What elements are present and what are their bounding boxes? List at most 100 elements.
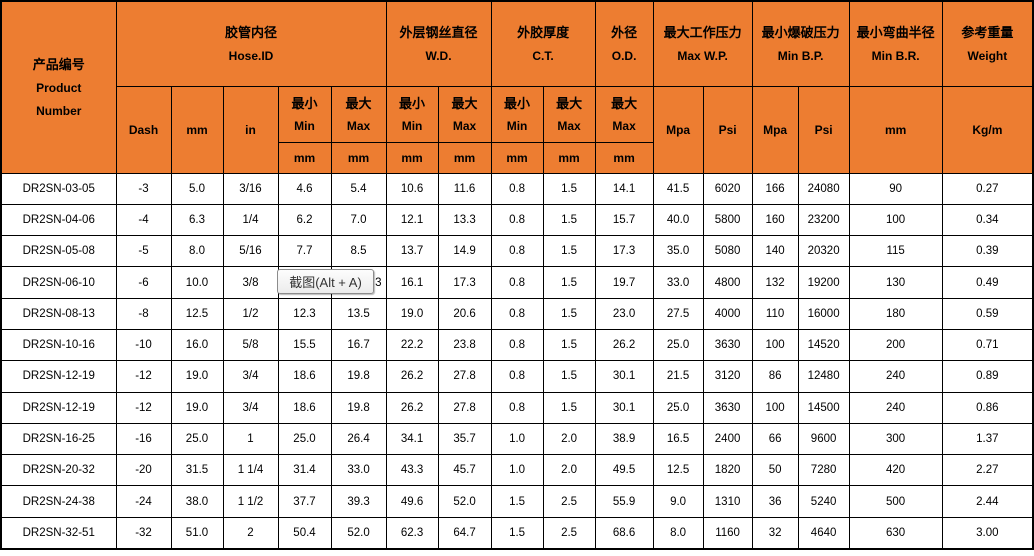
value-cell: 51.0 — [170, 516, 224, 550]
value-cell: 1820 — [702, 454, 753, 487]
hose-id-label-en: Hose.ID — [228, 48, 274, 63]
value-cell: 0.34 — [941, 203, 1034, 237]
value-cell: 10.0 — [170, 266, 224, 299]
value-cell: 25.0 — [652, 391, 704, 424]
value-cell: 200 — [848, 328, 943, 362]
value-cell: 1/2 — [222, 297, 279, 330]
table-row: DR2SN-16-25 -16 25.0 1 25.0 26.4 34.1 35.7 1.0 2.… — [0, 422, 1034, 456]
value-cell: 2.44 — [941, 485, 1034, 518]
value-cell: 41.5 — [652, 172, 704, 205]
value-cell: 38.9 — [594, 422, 654, 456]
value-cell: 18.6 — [277, 360, 332, 393]
max-label-en: Max — [452, 118, 477, 133]
max-label-zh: 最大 — [611, 95, 638, 111]
header-col-od-max: 最大 Max — [594, 85, 654, 143]
weight-label-en: Weight — [967, 48, 1008, 63]
value-cell: 17.3 — [594, 235, 654, 268]
value-cell: 30.1 — [594, 360, 654, 393]
value-cell: 66 — [751, 422, 799, 456]
br-label-zh: 最小弯曲半径 — [856, 24, 935, 40]
value-cell: 1.5 — [542, 203, 596, 237]
value-cell: 7.0 — [330, 203, 387, 237]
header-unit-id-max-mm: mm — [330, 141, 387, 174]
value-cell: 27.8 — [437, 360, 492, 393]
value-cell: 100 — [848, 203, 943, 237]
header-col-wd-min: 最小 Min — [385, 85, 439, 143]
value-cell: 5.4 — [330, 172, 387, 205]
wp-label-en: Max W.P. — [677, 48, 728, 63]
value-cell: 43.3 — [385, 454, 439, 487]
header-unit-ct-min-mm: mm — [490, 141, 544, 174]
value-cell: 1.5 — [490, 516, 544, 550]
value-cell: 100 — [751, 391, 799, 424]
product-number-cell: DR2SN-12-19 — [0, 391, 117, 424]
od-label-en: O.D. — [611, 48, 637, 63]
value-cell: 3630 — [702, 391, 753, 424]
product-number-cell: DR2SN-03-05 — [0, 172, 117, 205]
value-cell: -5 — [115, 235, 172, 268]
table-row: DR2SN-08-13 -8 12.5 1/2 12.3 13.5 19.0 20.6 0.8 1… — [0, 297, 1034, 330]
value-cell: 0.49 — [941, 266, 1034, 299]
value-cell: 27.5 — [652, 297, 704, 330]
value-cell: 4800 — [702, 266, 753, 299]
value-cell: 5/8 — [222, 328, 279, 362]
value-cell: -8 — [115, 297, 172, 330]
value-cell: 14.1 — [594, 172, 654, 205]
value-cell: 180 — [848, 297, 943, 330]
value-cell: 5080 — [702, 235, 753, 268]
header-col-id-mm: mm — [170, 85, 224, 174]
value-cell: 1/4 — [222, 203, 279, 237]
value-cell: 0.8 — [490, 266, 544, 299]
value-cell: 500 — [848, 485, 943, 518]
value-cell: 8.0 — [652, 516, 704, 550]
value-cell: 23.8 — [437, 328, 492, 362]
header-col-wp-mpa: Mpa — [652, 85, 704, 174]
header-col-wp-psi: Psi — [702, 85, 753, 174]
value-cell: 100 — [751, 328, 799, 362]
value-cell: 6020 — [702, 172, 753, 205]
value-cell: 86 — [751, 360, 799, 393]
value-cell: 4.6 — [277, 172, 332, 205]
value-cell: -3 — [115, 172, 172, 205]
min-label-zh: 最小 — [504, 95, 531, 111]
value-cell: 19.0 — [385, 297, 439, 330]
value-cell: 0.59 — [941, 297, 1034, 330]
max-label-en: Max — [346, 118, 371, 133]
header-unit-id-min-mm: mm — [277, 141, 332, 174]
value-cell: 130 — [848, 266, 943, 299]
value-cell: 39.3 — [330, 485, 387, 518]
value-cell: 22.2 — [385, 328, 439, 362]
value-cell: 5800 — [702, 203, 753, 237]
min-label-en: Min — [401, 118, 423, 133]
header-product-number: 产品编号 Product Number — [0, 0, 117, 174]
value-cell: -32 — [115, 516, 172, 550]
value-cell: 0.8 — [490, 391, 544, 424]
value-cell: 1.5 — [542, 266, 596, 299]
value-cell: 2 — [222, 516, 279, 550]
value-cell: -16 — [115, 422, 172, 456]
value-cell: 300 — [848, 422, 943, 456]
mm-label: mm — [186, 122, 208, 137]
header-group-min-burst-pressure: 最小爆破压力 Min B.P. — [751, 0, 850, 87]
value-cell: 13.5 — [330, 297, 387, 330]
value-cell: 240 — [848, 391, 943, 424]
value-cell: -12 — [115, 391, 172, 424]
header-col-br-mm: mm — [848, 85, 943, 174]
value-cell: 5240 — [797, 485, 850, 518]
value-cell: 16.1 — [385, 266, 439, 299]
value-cell: 12.1 — [385, 203, 439, 237]
value-cell: 26.4 — [330, 422, 387, 456]
value-cell: 1.5 — [542, 360, 596, 393]
value-cell: 30.1 — [594, 391, 654, 424]
header-col-ct-max: 最大 Max — [542, 85, 596, 143]
od-label-zh: 外径 — [611, 24, 638, 40]
header-col-bp-mpa: Mpa — [751, 85, 799, 174]
min-label-en: Min — [506, 118, 528, 133]
value-cell: 17.3 — [437, 266, 492, 299]
value-cell: 8.5 — [330, 235, 387, 268]
value-cell: 7280 — [797, 454, 850, 487]
value-cell: 19.0 — [170, 360, 224, 393]
value-cell: 32 — [751, 516, 799, 550]
value-cell: 166 — [751, 172, 799, 205]
